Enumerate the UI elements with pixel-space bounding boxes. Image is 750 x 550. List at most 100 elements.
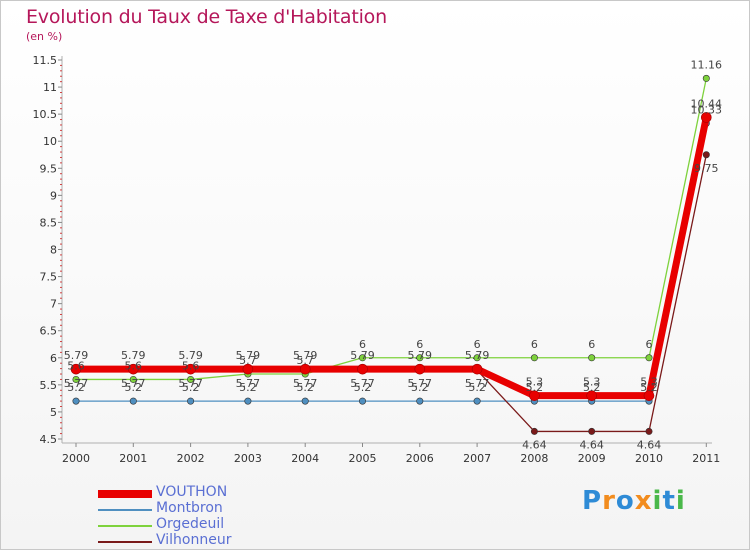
data-label-vilhonneur: 5.77 bbox=[121, 377, 146, 390]
data-label-vouthon: 5.79 bbox=[408, 349, 433, 362]
data-label-orgedeuil: 6 bbox=[646, 338, 653, 351]
y-tick-label: 5 bbox=[50, 406, 57, 419]
data-label-orgedeuil: 6 bbox=[474, 338, 481, 351]
data-point-montbron bbox=[244, 397, 252, 405]
legend-label: Montbron bbox=[156, 500, 223, 516]
data-label-vouthon: 5.79 bbox=[465, 349, 490, 362]
legend-swatch bbox=[98, 490, 152, 498]
y-tick-label: 4.5 bbox=[40, 433, 58, 446]
data-label-vouthon: 5.3 bbox=[526, 376, 544, 389]
data-point-vouthon bbox=[643, 390, 655, 401]
data-label-vouthon: 5.79 bbox=[121, 349, 146, 362]
data-point-montbron bbox=[416, 397, 424, 405]
data-point-orgedeuil bbox=[530, 354, 538, 362]
data-point-orgedeuil bbox=[187, 375, 195, 383]
chart-title: Evolution du Taux de Taxe d'Habitation bbox=[26, 6, 387, 28]
data-point-vouthon bbox=[242, 363, 254, 375]
x-tick-label: 2006 bbox=[406, 452, 434, 465]
data-label-montbron: 5.2 bbox=[468, 381, 486, 394]
data-label-vilhonneur: 5.77 bbox=[236, 377, 261, 390]
data-point-orgedeuil bbox=[588, 354, 596, 362]
x-tick-label: 2011 bbox=[692, 452, 720, 465]
y-tick-label: 9.5 bbox=[40, 162, 58, 175]
series-line-orgedeuil bbox=[75, 77, 707, 381]
data-point-montbron bbox=[358, 397, 366, 405]
data-label-orgedeuil: 5.6 bbox=[67, 359, 85, 372]
y-tick-label: 10.5 bbox=[33, 108, 58, 121]
y-tick-label: 6.5 bbox=[40, 325, 58, 338]
proxiti-logo: Proxiti bbox=[582, 486, 686, 516]
legend-label: VOUTHON bbox=[156, 484, 228, 500]
data-label-vilhonneur: 5.77 bbox=[465, 377, 490, 390]
data-label-vouthon: 5.79 bbox=[350, 349, 375, 362]
data-point-vilhonneur bbox=[645, 427, 653, 435]
data-point-orgedeuil bbox=[358, 354, 366, 362]
data-point-vouthon bbox=[529, 390, 540, 401]
data-label-vouthon: 10.44 bbox=[691, 97, 723, 110]
data-label-montbron: 5.2 bbox=[239, 381, 257, 394]
data-label-montbron: 5.2 bbox=[354, 381, 372, 394]
logo-letter: P bbox=[582, 486, 603, 516]
x-tick-label: 2009 bbox=[578, 452, 606, 465]
data-point-vouthon bbox=[185, 363, 196, 375]
data-label-montbron: 5.2 bbox=[182, 381, 200, 394]
data-label-montbron: 5.2 bbox=[67, 381, 85, 394]
data-point-vouthon bbox=[700, 112, 712, 123]
data-point-montbron bbox=[473, 397, 481, 405]
data-point-orgedeuil bbox=[129, 375, 137, 383]
data-point-vouthon bbox=[471, 363, 483, 375]
x-tick-label: 2010 bbox=[635, 452, 663, 465]
data-label-vouthon: 5.79 bbox=[178, 349, 203, 362]
data-point-orgedeuil bbox=[645, 354, 653, 362]
data-label-orgedeuil: 5.6 bbox=[182, 359, 200, 372]
legend-swatch bbox=[98, 541, 152, 543]
x-tick-label: 2004 bbox=[291, 452, 319, 465]
logo-letter: r bbox=[602, 486, 616, 516]
data-label-orgedeuil: 5.7 bbox=[239, 354, 257, 367]
data-point-montbron bbox=[187, 397, 195, 405]
logo-letter: x bbox=[634, 486, 653, 516]
data-point-montbron bbox=[72, 397, 80, 405]
data-label-orgedeuil: 5.7 bbox=[296, 354, 314, 367]
data-label-orgedeuil: 5.6 bbox=[125, 359, 143, 372]
y-tick-label: 10 bbox=[43, 135, 57, 148]
y-tick-label: 9 bbox=[50, 189, 57, 202]
logo-letter: i bbox=[652, 486, 663, 516]
data-label-orgedeuil: 6 bbox=[416, 338, 423, 351]
data-label-vouthon: 5.79 bbox=[64, 349, 89, 362]
data-point-vouthon bbox=[128, 363, 139, 375]
data-point-vilhonneur bbox=[702, 151, 710, 159]
data-point-vouthon bbox=[70, 363, 82, 375]
data-label-orgedeuil: 6 bbox=[531, 338, 538, 351]
data-label-montbron: 5.2 bbox=[125, 381, 143, 394]
y-tick-label: 8 bbox=[50, 244, 57, 257]
series-line-vilhonneur bbox=[75, 154, 707, 433]
data-label-orgedeuil: 6 bbox=[588, 338, 595, 351]
data-point-montbron bbox=[301, 397, 309, 405]
data-label-montbron: 5.2 bbox=[640, 381, 658, 394]
data-point-orgedeuil bbox=[473, 354, 481, 362]
data-label-montbron: 5.2 bbox=[583, 381, 601, 394]
legend-swatch bbox=[98, 525, 152, 527]
data-label-vouthon: 5.79 bbox=[236, 349, 261, 362]
data-label-vilhonneur: 5.77 bbox=[408, 377, 433, 390]
data-label-vouthon: 5.3 bbox=[583, 376, 601, 389]
data-point-orgedeuil bbox=[702, 74, 710, 82]
data-point-vilhonneur bbox=[530, 427, 538, 435]
data-label-orgedeuil: 6 bbox=[359, 338, 366, 351]
y-tick-label: 7.5 bbox=[40, 271, 58, 284]
data-label-vilhonneur: 4.64 bbox=[579, 438, 604, 451]
data-point-vouthon bbox=[414, 363, 426, 375]
data-point-montbron bbox=[129, 397, 137, 405]
data-label-montbron: 10.33 bbox=[691, 103, 723, 116]
legend-label: Orgedeuil bbox=[156, 516, 225, 532]
series-line-vouthon bbox=[72, 113, 710, 400]
data-point-vouthon bbox=[357, 363, 368, 375]
x-tick-label: 2000 bbox=[62, 452, 90, 465]
legend-swatch bbox=[98, 509, 152, 511]
data-label-vilhonneur: 5.77 bbox=[293, 377, 318, 390]
legend-label: Vilhonneur bbox=[156, 532, 232, 548]
data-label-vilhonneur: 5.77 bbox=[350, 377, 375, 390]
